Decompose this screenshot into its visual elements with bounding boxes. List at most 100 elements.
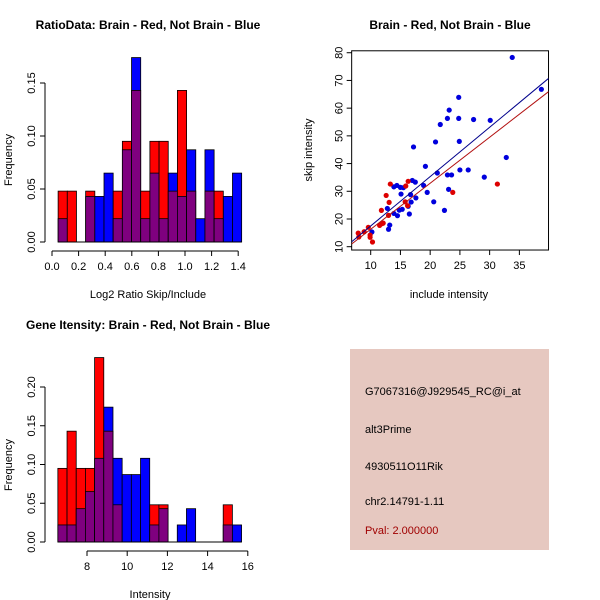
ratio-hist-bar-overlap <box>121 149 132 243</box>
scatter-point-blue <box>424 189 430 195</box>
ratio-hist-bar-overlap <box>149 172 160 243</box>
ratio-hist-bar-blue <box>103 172 114 243</box>
gene-name: 4930511O11Rik <box>365 461 443 473</box>
scatter-point-red <box>380 220 386 226</box>
scatter-x-tick-label: 25 <box>454 260 466 272</box>
scatter-point-blue <box>470 116 477 123</box>
scatter-y-tick-label: 30 <box>334 185 346 197</box>
intensity-hist-x-tick-label: 10 <box>121 561 133 573</box>
intensity-hist-bar-overlap <box>85 491 95 543</box>
ratio-hist-bar-overlap <box>167 190 178 243</box>
scatter-y-tick-label: 50 <box>334 130 346 142</box>
scatter-point-blue <box>410 144 417 150</box>
scatter-point-blue <box>446 107 452 113</box>
ratio-hist-x-tick-label: 0.8 <box>151 261 166 273</box>
ratio-hist-bar-overlap <box>186 190 197 243</box>
probe-id: G7067316@J929545_RC@i_at <box>365 386 521 398</box>
scatter-point-blue <box>413 195 419 201</box>
scatter-ylabel: skip intensity <box>303 118 315 181</box>
intensity-hist-x-tick-label: 16 <box>242 561 254 573</box>
scatter-x-tick-label: 10 <box>365 260 377 272</box>
intensity-hist-ylabel: Frequency <box>3 439 15 491</box>
scatter-title: Brain - Red, Not Brain - Blue <box>369 18 531 32</box>
intensity-hist-title: Gene Itensity: Brain - Red, Not Brain - … <box>26 318 270 332</box>
scatter-point-blue <box>456 138 462 145</box>
scatter-point-red <box>355 230 361 236</box>
ratio-hist-x-tick-label: 1.4 <box>231 261 246 273</box>
intensity-hist-x-tick-label: 12 <box>161 561 173 573</box>
ratio-hist-bar-blue <box>195 218 206 243</box>
scatter-point-blue <box>456 94 462 100</box>
scatter-point-blue <box>446 186 452 192</box>
scatter-point-red <box>450 189 456 195</box>
scatter-point-blue <box>448 172 455 178</box>
ratio-hist-bar-overlap <box>131 90 142 243</box>
scatter-point-blue <box>408 199 414 205</box>
ratio-hist-x-tick-label: 0.0 <box>44 261 59 273</box>
scatter-point-blue <box>422 163 429 169</box>
scatter-point-red <box>369 239 376 245</box>
intensity-hist-bar-blue <box>176 524 187 543</box>
intensity-hist-bar-blue <box>140 457 151 543</box>
scatter-plot-box <box>351 50 550 251</box>
ratio-hist-x-tick-label: 1.2 <box>204 261 219 273</box>
scatter-point-blue <box>481 174 487 180</box>
ratio-hist-bar-overlap <box>204 190 215 243</box>
scatter-point-blue <box>384 205 390 212</box>
ratio-hist-title: RatioData: Brain - Red, Not Brain - Blue <box>36 18 261 32</box>
ratio-hist-bar-overlap <box>177 196 187 243</box>
scatter-point-blue <box>487 117 493 123</box>
ratio-hist-xlabel: Log2 Ratio Skip/Include <box>90 289 206 301</box>
scatter-point-blue <box>406 211 412 217</box>
scatter-x-tick-label: 15 <box>394 260 406 272</box>
ratio-hist-bar-overlap <box>213 218 224 243</box>
scatter-point-blue <box>437 121 443 128</box>
ratio-hist-bar-overlap <box>140 218 151 243</box>
intensity-hist-y-tick-label: 0.15 <box>26 415 38 436</box>
scatter-fit-line-red <box>351 91 549 245</box>
intensity-hist-bar-blue <box>130 474 141 543</box>
scatter-y-tick-label: 10 <box>334 241 346 253</box>
intensity-hist-bar-overlap <box>75 508 86 543</box>
scatter-fit-line-blue <box>351 78 549 243</box>
intensity-hist-bar-overlap <box>94 457 105 543</box>
scatter-point-blue <box>444 115 451 122</box>
scatter-point-red <box>404 203 411 209</box>
scatter-point-blue <box>509 54 515 61</box>
ratio-hist-y-tick-label: 0.15 <box>26 72 38 93</box>
ratio-hist-x-tick-label: 0.6 <box>124 261 139 273</box>
scatter-y-tick-label: 40 <box>334 157 346 169</box>
ratio-hist-bar-red <box>66 190 77 243</box>
intensity-hist-bar-blue <box>121 474 132 543</box>
scatter-y-tick-label: 20 <box>334 213 346 225</box>
ratio-hist-x-tick-label: 1.0 <box>177 261 192 273</box>
scatter-point-blue <box>457 167 463 173</box>
ratio-hist-y-tick-label: 0.00 <box>26 231 38 252</box>
scatter-point-blue <box>538 86 544 92</box>
ratio-hist-bar-overlap <box>112 218 123 243</box>
intensity-hist-bar-blue <box>186 508 197 543</box>
ratio-hist-bar-blue <box>232 172 243 243</box>
scatter-point-blue <box>398 191 404 197</box>
scatter-point-red <box>405 178 411 184</box>
scatter-x-tick-label: 20 <box>424 260 436 272</box>
scatter-point-blue <box>465 167 471 173</box>
scatter-point-red <box>378 207 385 213</box>
intensity-hist-y-tick-label: 0.05 <box>26 493 38 514</box>
intensity-hist-bar-overlap <box>149 524 160 543</box>
scatter-point-red <box>356 234 362 240</box>
scatter-point-blue <box>503 154 509 161</box>
scatter-point-blue <box>432 139 439 145</box>
scatter-point-red <box>367 234 373 240</box>
intensity-hist-x-tick-label: 8 <box>84 561 90 573</box>
scatter-y-tick-label: 70 <box>334 74 346 86</box>
ratio-hist-bar-overlap <box>158 218 169 243</box>
location: chr2.14791-1.11 <box>365 496 445 508</box>
scatter-point-red <box>386 199 392 205</box>
scatter-point-blue <box>456 115 462 122</box>
p-value: Pval: 2.000000 <box>365 525 439 537</box>
ratio-hist-y-tick-label: 0.05 <box>26 178 38 199</box>
scatter-point-red <box>387 181 393 187</box>
